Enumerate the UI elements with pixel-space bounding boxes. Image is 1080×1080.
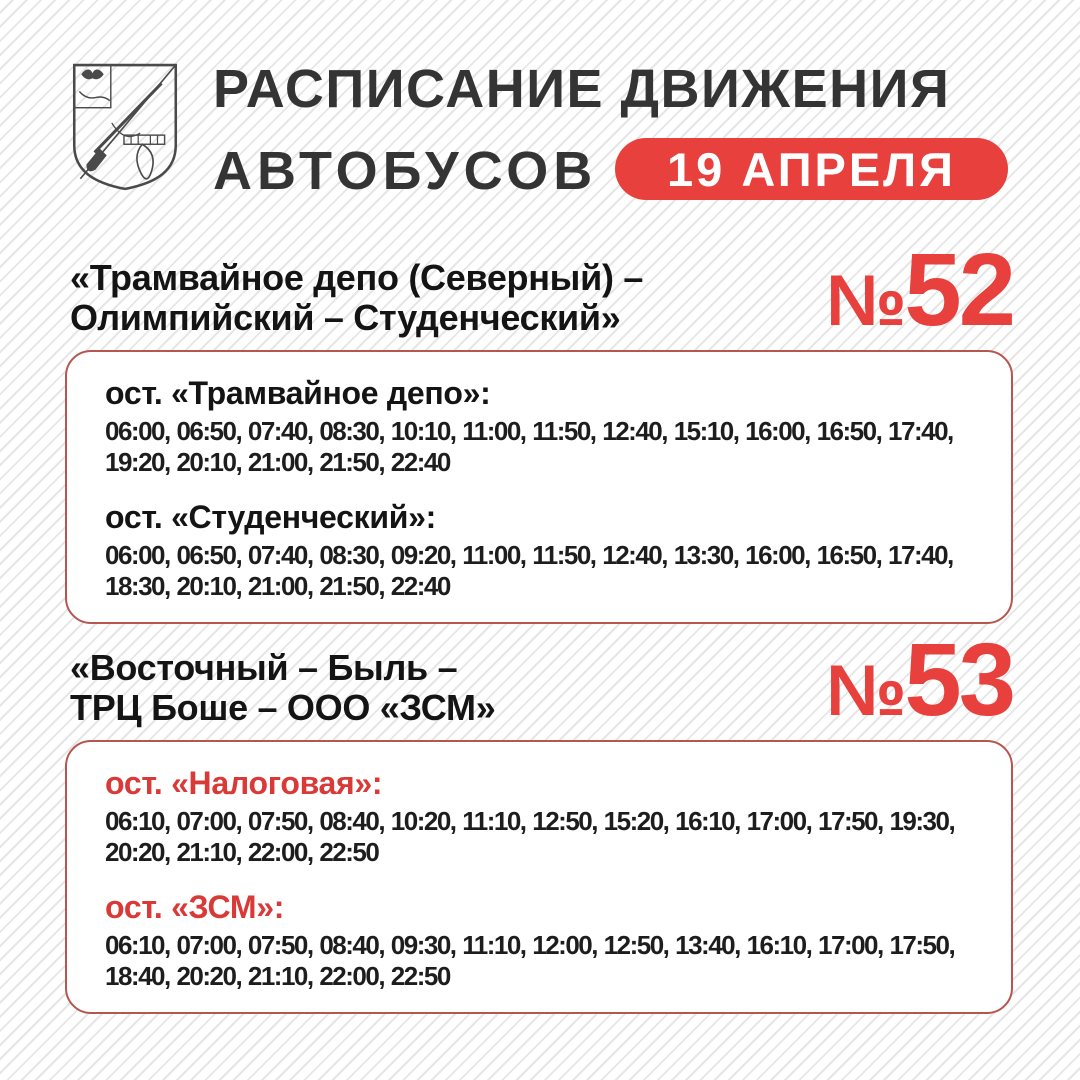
numero-sign: №	[826, 261, 906, 341]
numero-sign: №	[826, 651, 906, 731]
route-52-number: № 52	[826, 232, 1016, 347]
date-badge: 19 АПРЕЛЯ	[615, 138, 1008, 200]
route-52-title: «Трамвайное депо (Северный) – Олимпийски…	[65, 258, 1013, 338]
stop-name: ост. «ЗСМ»:	[105, 889, 285, 925]
poster-title-line2: АВТОБУСОВ	[213, 141, 598, 201]
stop-times: 06:10, 07:00, 07:50, 08:40, 10:20, 11:10…	[105, 806, 956, 867]
stop-block: ост. «Трамвайное депо»: 06:00, 06:50, 07…	[105, 376, 983, 478]
route-52-title-line2: Олимпийский – Студенческий»	[70, 297, 621, 338]
route-53-schedule-card: ост. «Налоговая»: 06:10, 07:00, 07:50, 0…	[65, 740, 1013, 1014]
route-section-53: «Восточный – Быль – ТРЦ Боше – ООО «ЗСМ»…	[65, 628, 1016, 1014]
route-52-schedule-card: ост. «Трамвайное депо»: 06:00, 06:50, 07…	[65, 350, 1013, 624]
stop-times: 06:10, 07:00, 07:50, 08:40, 09:30, 11:10…	[105, 930, 956, 991]
route-53-number: № 53	[826, 622, 1016, 737]
stop-name: ост. «Трамвайное депо»:	[105, 375, 491, 411]
poster-title-line1: РАСПИСАНИЕ ДВИЖЕНИЯ	[213, 59, 951, 119]
stop-name: ост. «Налоговая»:	[105, 765, 383, 801]
stop-times: 06:00, 06:50, 07:40, 08:30, 09:20, 11:00…	[105, 540, 954, 601]
route-section-52: «Трамвайное депо (Северный) – Олимпийски…	[65, 238, 1016, 624]
stop-times: 06:00, 06:50, 07:40, 08:30, 10:10, 11:00…	[105, 416, 954, 477]
route-53-header: «Восточный – Быль – ТРЦ Боше – ООО «ЗСМ»…	[65, 628, 1016, 736]
route-52-header: «Трамвайное депо (Северный) – Олимпийски…	[65, 238, 1016, 346]
stop-block: ост. «Студенческий»: 06:00, 06:50, 07:40…	[105, 500, 983, 602]
city-coat-of-arms-icon	[72, 63, 178, 191]
route-53-title: «Восточный – Быль – ТРЦ Боше – ООО «ЗСМ»	[65, 648, 1013, 728]
route-53-number-digits: 53	[904, 622, 1016, 737]
stop-block: ост. «Налоговая»: 06:10, 07:00, 07:50, 0…	[105, 766, 983, 868]
route-52-number-digits: 52	[904, 232, 1016, 347]
stop-name: ост. «Студенческий»:	[105, 499, 436, 535]
route-53-title-line2: ТРЦ Боше – ООО «ЗСМ»	[70, 687, 496, 728]
stop-block: ост. «ЗСМ»: 06:10, 07:00, 07:50, 08:40, …	[105, 890, 983, 992]
route-52-title-line1: «Трамвайное депо (Северный) –	[70, 257, 644, 298]
route-53-title-line1: «Восточный – Быль –	[70, 647, 458, 688]
